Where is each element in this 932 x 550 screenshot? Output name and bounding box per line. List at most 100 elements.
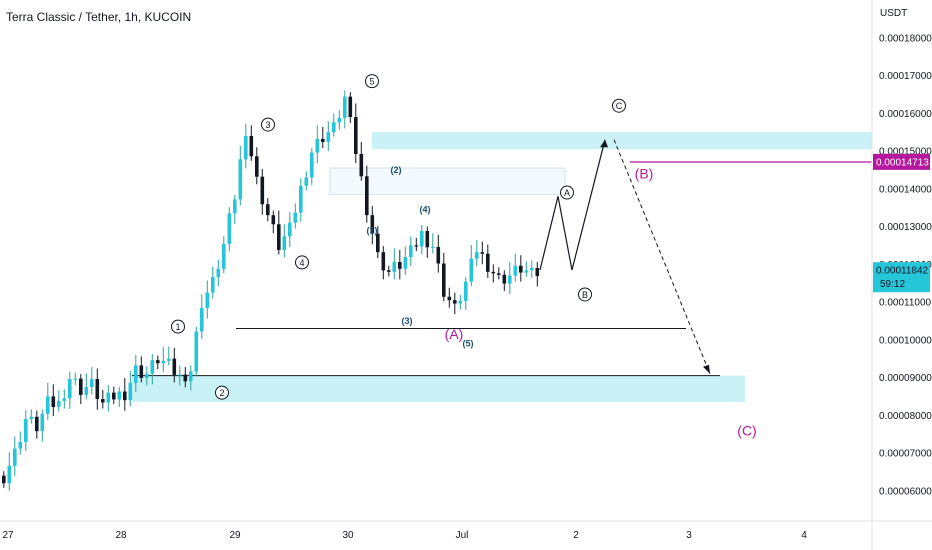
candle	[348, 92, 353, 124]
price-tick: 0.00007000	[879, 449, 932, 460]
wave-label-circle	[612, 98, 626, 113]
candle-body	[315, 138, 320, 153]
candle	[35, 410, 39, 439]
candle-body	[524, 270, 529, 273]
wave-label-text: (B)	[635, 166, 654, 182]
wave-label: 2	[215, 385, 229, 400]
candle	[167, 346, 171, 366]
candle-body	[95, 379, 100, 400]
candle-body	[409, 245, 413, 258]
candle-body	[326, 132, 331, 142]
candle-body	[530, 268, 534, 271]
candle	[513, 253, 518, 282]
candle-body	[337, 117, 342, 123]
wave-label-circle	[365, 74, 379, 89]
wave-label-text: C	[616, 101, 623, 111]
candle-body	[447, 296, 452, 301]
price-tick: 0.00013000	[879, 222, 932, 233]
candle-body	[145, 373, 149, 378]
candle	[304, 171, 309, 191]
price-tick: 0.00014000	[879, 184, 932, 195]
candle	[464, 277, 468, 310]
candle	[535, 262, 540, 287]
candle-body	[436, 246, 441, 264]
candle	[238, 145, 243, 206]
countdown-text: 59:12	[880, 279, 905, 290]
candle	[18, 431, 23, 455]
candle-body	[502, 274, 507, 284]
candle-body	[458, 300, 463, 304]
time-tick: 2	[573, 530, 579, 541]
candle	[150, 354, 155, 385]
candle-body	[403, 257, 408, 269]
candle	[497, 267, 501, 280]
candle	[68, 371, 72, 409]
candle	[161, 347, 166, 373]
wave-label: (3)	[402, 316, 413, 326]
projection-arrow	[613, 139, 711, 374]
candle-body	[46, 396, 50, 414]
wave-label-text: (C)	[737, 422, 756, 438]
candle	[249, 125, 254, 161]
wave-label-text: (A)	[445, 326, 464, 342]
candle-body	[172, 358, 177, 375]
candle	[359, 141, 364, 181]
candle-body	[29, 416, 34, 420]
candle	[398, 249, 402, 280]
candle-body	[123, 391, 127, 401]
price-tick: 0.00011000	[879, 298, 932, 309]
candle	[376, 226, 380, 259]
wave-label-circle	[261, 117, 275, 132]
candle	[73, 372, 78, 386]
candle	[183, 366, 188, 388]
candle	[244, 123, 248, 169]
candle	[508, 262, 512, 295]
candle	[475, 240, 479, 267]
time-tick: 29	[229, 530, 241, 541]
wave-label-text: (4)	[420, 205, 431, 215]
candle	[62, 389, 67, 409]
candle	[447, 287, 452, 308]
candle	[453, 292, 457, 315]
candle	[480, 241, 485, 265]
wave-label: (4)	[420, 205, 431, 215]
candle-body	[139, 365, 144, 378]
candle-body	[343, 96, 347, 118]
candle-body	[321, 138, 325, 142]
candle	[134, 354, 138, 392]
wave-label-text: B	[582, 290, 588, 300]
candle-body	[222, 243, 226, 269]
candle	[310, 147, 314, 185]
candle	[24, 410, 28, 452]
candle	[370, 206, 375, 245]
price-tick: 0.00009000	[879, 373, 932, 384]
candle	[117, 386, 122, 407]
candle	[315, 125, 320, 164]
time-tick: 27	[2, 530, 14, 541]
candle	[222, 236, 226, 274]
candle	[277, 210, 281, 255]
candle-body	[238, 159, 243, 200]
chart-title: Terra Classic / Tether, 1h, KUCOIN	[6, 10, 192, 24]
candle-body	[354, 117, 358, 155]
candle	[95, 368, 100, 410]
candle-body	[519, 265, 523, 273]
candle-body	[480, 252, 485, 254]
candle-body	[497, 273, 501, 275]
candle-body	[414, 245, 419, 247]
candle-body	[381, 252, 386, 271]
candle-body	[62, 398, 67, 401]
wave-label-circle	[215, 385, 229, 400]
candle	[233, 194, 237, 224]
candle-body	[134, 365, 138, 383]
candle	[7, 452, 12, 491]
candle	[343, 90, 347, 129]
candle-body	[189, 371, 193, 382]
candle-body	[453, 300, 457, 304]
candle-body	[475, 252, 479, 259]
wave-label: C	[612, 98, 626, 113]
candle-body	[40, 413, 45, 432]
candle-body	[299, 185, 303, 213]
candle	[205, 280, 210, 319]
